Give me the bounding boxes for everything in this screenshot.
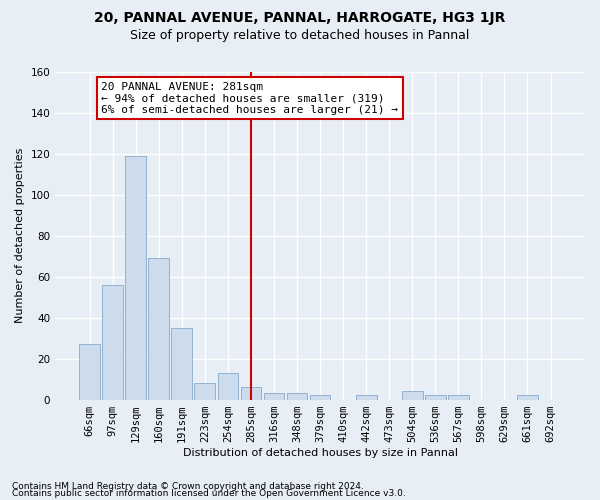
Bar xyxy=(79,344,100,400)
Bar xyxy=(263,394,284,400)
Bar xyxy=(218,373,238,400)
Bar xyxy=(148,258,169,400)
Bar xyxy=(310,396,331,400)
Text: Contains HM Land Registry data © Crown copyright and database right 2024.: Contains HM Land Registry data © Crown c… xyxy=(12,482,364,491)
Text: Size of property relative to detached houses in Pannal: Size of property relative to detached ho… xyxy=(130,29,470,42)
Bar xyxy=(102,285,123,400)
Bar xyxy=(241,388,262,400)
Bar xyxy=(287,394,307,400)
Bar xyxy=(425,396,446,400)
Bar xyxy=(125,156,146,400)
Y-axis label: Number of detached properties: Number of detached properties xyxy=(15,148,25,323)
Text: 20 PANNAL AVENUE: 281sqm
← 94% of detached houses are smaller (319)
6% of semi-d: 20 PANNAL AVENUE: 281sqm ← 94% of detach… xyxy=(101,82,398,115)
Bar xyxy=(448,396,469,400)
Bar xyxy=(356,396,377,400)
Text: 20, PANNAL AVENUE, PANNAL, HARROGATE, HG3 1JR: 20, PANNAL AVENUE, PANNAL, HARROGATE, HG… xyxy=(94,11,506,25)
Bar xyxy=(172,328,192,400)
Bar xyxy=(517,396,538,400)
Bar xyxy=(194,383,215,400)
X-axis label: Distribution of detached houses by size in Pannal: Distribution of detached houses by size … xyxy=(182,448,458,458)
Text: Contains public sector information licensed under the Open Government Licence v3: Contains public sector information licen… xyxy=(12,490,406,498)
Bar xyxy=(402,392,422,400)
